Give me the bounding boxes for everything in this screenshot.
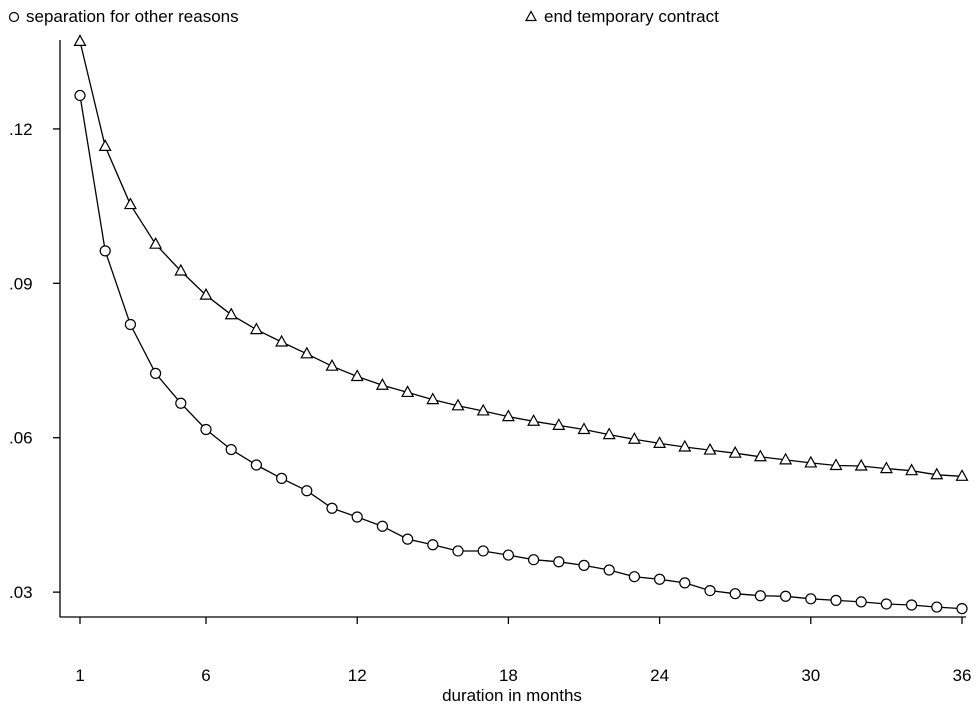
data-point-circle	[452, 545, 464, 557]
data-point-triangle	[476, 403, 490, 416]
data-point-triangle	[627, 432, 641, 444]
data-point-circle	[250, 459, 262, 471]
data-point-circle	[754, 590, 767, 602]
data-point-triangle	[703, 442, 717, 455]
data-point-triangle	[98, 139, 112, 152]
x-tick-label: 6	[201, 666, 210, 685]
series-temporary	[73, 34, 969, 481]
data-point-circle	[376, 520, 388, 532]
data-point-circle	[679, 577, 691, 589]
data-point-circle	[99, 245, 111, 257]
data-point-triangle	[375, 377, 389, 390]
data-point-triangle	[678, 439, 692, 452]
data-point-triangle	[854, 458, 868, 471]
y-tick-label: .09	[9, 274, 33, 293]
x-tick-label: 24	[650, 666, 669, 685]
data-point-circle	[402, 533, 414, 545]
data-point-triangle	[249, 322, 263, 335]
legend-circle-marker-icon	[8, 11, 20, 23]
y-tick-label: .06	[9, 429, 33, 448]
data-point-triangle	[653, 436, 667, 448]
data-point-circle	[805, 593, 817, 605]
data-point-triangle	[602, 427, 616, 440]
data-point-circle	[779, 590, 792, 602]
series-separation	[74, 89, 968, 615]
data-point-triangle	[728, 445, 742, 458]
y-ticks: .03 .06 .09 .12	[9, 120, 60, 602]
data-point-circle	[427, 539, 439, 551]
data-point-circle	[704, 584, 716, 597]
data-point-circle	[351, 511, 363, 523]
data-point-triangle	[552, 418, 566, 430]
x-tick-label: 12	[348, 666, 367, 685]
data-point-triangle	[123, 197, 137, 210]
legend-label-separation: separation for other reasons	[26, 7, 239, 26]
data-point-triangle	[779, 452, 793, 465]
x-axis-title: duration in months	[442, 686, 582, 705]
series-line	[79, 41, 963, 477]
data-point-triangle	[879, 461, 893, 474]
legend-item-temporary: end temporary contract	[524, 7, 719, 26]
legend-item-separation: separation for other reasons	[8, 7, 239, 26]
data-point-triangle	[930, 467, 944, 480]
data-point-triangle	[275, 334, 289, 347]
data-point-triangle	[501, 409, 515, 422]
data-point-circle	[200, 423, 212, 436]
data-point-circle	[880, 598, 893, 610]
data-point-triangle	[426, 392, 440, 405]
data-point-circle	[553, 556, 565, 568]
data-point-triangle	[73, 34, 87, 47]
y-tick-label: .12	[9, 120, 33, 139]
data-point-circle	[578, 559, 590, 571]
data-point-circle	[603, 564, 615, 576]
data-point-circle	[502, 549, 514, 561]
data-point-circle	[74, 89, 86, 102]
data-point-triangle	[577, 422, 591, 435]
x-tick-label: 18	[499, 666, 518, 685]
data-point-circle	[276, 472, 288, 484]
data-point-circle	[527, 554, 540, 566]
data-point-circle	[931, 601, 943, 613]
data-point-circle	[150, 367, 162, 379]
data-point-triangle	[325, 358, 339, 371]
data-point-triangle	[955, 469, 969, 481]
data-point-triangle	[401, 385, 415, 398]
data-point-circle	[326, 502, 338, 514]
legend: separation for other reasons end tempora…	[8, 7, 719, 26]
data-point-triangle	[829, 458, 843, 471]
data-point-circle	[301, 485, 313, 497]
data-point-circle	[830, 594, 842, 606]
data-point-triangle	[350, 369, 364, 382]
data-point-triangle	[224, 307, 238, 320]
data-point-triangle	[804, 455, 818, 468]
data-point-triangle	[199, 287, 213, 300]
data-point-circle	[956, 603, 968, 615]
data-point-circle	[628, 571, 641, 583]
series-layer	[73, 34, 969, 615]
data-point-triangle	[527, 414, 541, 426]
series-line	[79, 95, 963, 610]
data-point-circle	[477, 545, 489, 557]
data-point-circle	[175, 397, 187, 409]
data-point-triangle	[451, 398, 465, 411]
data-point-triangle	[905, 463, 919, 476]
data-point-circle	[729, 588, 741, 600]
data-point-circle	[653, 573, 666, 585]
x-tick-label: 1	[75, 666, 84, 685]
y-tick-label: .03	[9, 583, 33, 602]
data-point-circle	[855, 596, 867, 608]
x-ticks: 1 6 12 18 24 30 36	[75, 617, 971, 685]
x-tick-label: 30	[801, 666, 820, 685]
data-point-circle	[225, 443, 237, 456]
data-point-circle	[905, 599, 918, 611]
data-point-triangle	[753, 449, 767, 462]
legend-triangle-marker-icon	[524, 10, 538, 22]
data-point-triangle	[300, 346, 314, 359]
data-point-triangle	[149, 236, 163, 249]
data-point-triangle	[174, 263, 188, 276]
data-point-circle	[124, 318, 136, 331]
legend-label-temporary: end temporary contract	[544, 7, 719, 26]
x-tick-label: 36	[953, 666, 972, 685]
